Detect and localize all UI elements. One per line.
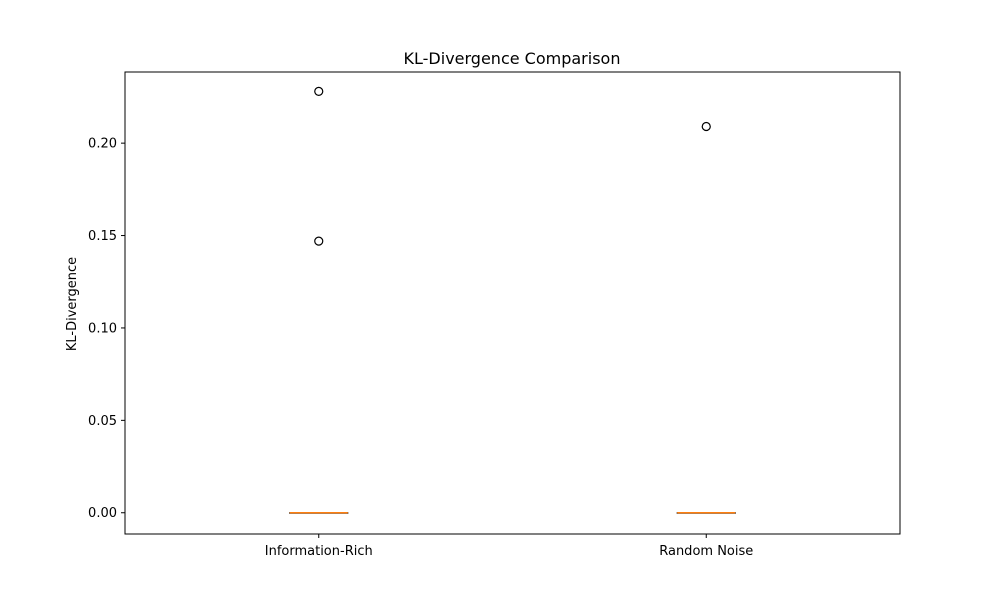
chart-title: KL-Divergence Comparison (404, 49, 621, 68)
plot-area (289, 86, 736, 514)
y-axis-label: KL-Divergence (65, 257, 80, 351)
box-group (289, 86, 349, 514)
axes-frame (124, 71, 901, 535)
x-axis-ticks: Information-Rich Random Noise (265, 534, 753, 559)
y-tick-label: 0.15 (88, 229, 117, 244)
y-tick-label: 0.20 (88, 137, 117, 152)
y-tick-label: 0.05 (88, 414, 117, 429)
outlier-point (314, 86, 324, 97)
outlier-point (314, 236, 324, 246)
box-group (676, 121, 736, 514)
outlier-point (701, 121, 711, 132)
y-tick-label: 0.10 (88, 321, 117, 336)
y-tick-label: 0.00 (88, 506, 117, 521)
x-tick-label: Information-Rich (265, 544, 373, 559)
y-axis-ticks: 0.00 0.05 0.10 0.15 0.20 (88, 137, 125, 521)
x-tick-label: Random Noise (659, 544, 753, 559)
